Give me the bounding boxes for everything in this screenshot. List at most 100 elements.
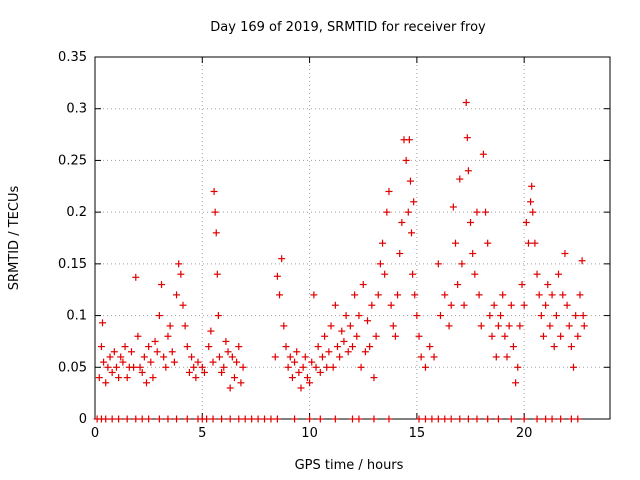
data-point: [344, 348, 352, 356]
x-tick-label: 10: [301, 426, 318, 441]
data-point: [447, 301, 455, 309]
data-point: [434, 260, 442, 268]
data-point: [321, 332, 329, 340]
data-point: [209, 415, 217, 423]
data-point: [308, 358, 316, 366]
data-point: [327, 322, 335, 330]
data-point: [537, 312, 545, 320]
data-point: [574, 415, 582, 423]
data-point: [106, 353, 114, 361]
data-point: [512, 379, 520, 387]
data-point: [408, 229, 416, 237]
y-tick-label: 0: [79, 412, 87, 427]
data-point: [486, 312, 494, 320]
y-tick-label: 0.2: [66, 205, 87, 220]
data-point: [529, 208, 537, 216]
data-point: [177, 270, 185, 278]
data-point: [291, 358, 299, 366]
data-point: [387, 301, 395, 309]
data-point: [484, 415, 492, 423]
data-point: [527, 198, 535, 206]
data-point: [170, 358, 178, 366]
data-point: [297, 384, 305, 392]
data-point: [454, 281, 462, 289]
data-point: [134, 332, 142, 340]
data-point: [563, 301, 571, 309]
data-point: [535, 291, 543, 299]
data-point: [271, 353, 279, 361]
data-point: [173, 415, 181, 423]
y-tick-label: 0.15: [58, 257, 87, 272]
data-point: [398, 218, 406, 226]
data-point: [108, 415, 116, 423]
data-point: [507, 415, 515, 423]
data-point: [544, 281, 552, 289]
data-point: [188, 353, 196, 361]
plot-frame: [94, 56, 611, 420]
data-point: [336, 353, 344, 361]
data-point: [428, 415, 436, 423]
data-point: [505, 322, 513, 330]
data-point: [278, 255, 286, 263]
data-point: [342, 312, 350, 320]
data-point: [410, 198, 418, 206]
data-point: [494, 322, 502, 330]
data-point: [119, 358, 127, 366]
data-point: [198, 363, 206, 371]
data-point: [503, 353, 511, 361]
data-point: [507, 301, 515, 309]
data-point: [548, 291, 556, 299]
data-point: [409, 270, 417, 278]
data-point: [261, 415, 269, 423]
data-point: [160, 353, 168, 361]
y-axis-label: SRMTID / TECUs: [7, 186, 22, 291]
data-point: [226, 384, 234, 392]
data-point: [550, 343, 558, 351]
data-point: [402, 156, 410, 164]
data-point: [226, 415, 234, 423]
data-point: [355, 415, 363, 423]
data-point: [366, 343, 374, 351]
chart-title: Day 169 of 2019, SRMTID for receiver fro…: [210, 20, 486, 35]
data-point: [471, 270, 479, 278]
data-point: [462, 99, 470, 107]
data-point: [282, 343, 290, 351]
data-point: [138, 415, 146, 423]
data-point: [149, 374, 157, 382]
data-point: [331, 415, 339, 423]
x-tick-label: 0: [91, 426, 99, 441]
data-point: [514, 363, 522, 371]
data-point: [276, 291, 284, 299]
data-point: [469, 250, 477, 258]
y-tick-label: 0.1: [66, 309, 87, 324]
data-point: [117, 353, 125, 361]
data-point: [406, 177, 414, 185]
data-point: [164, 332, 172, 340]
data-point: [473, 208, 481, 216]
data-point: [207, 327, 215, 335]
data-point: [168, 348, 176, 356]
data-point: [192, 374, 200, 382]
data-point: [175, 260, 183, 268]
data-point: [102, 379, 110, 387]
data-point: [115, 415, 123, 423]
data-point: [239, 363, 247, 371]
data-point: [254, 415, 262, 423]
data-point: [552, 312, 560, 320]
data-point: [557, 415, 565, 423]
data-point: [132, 415, 140, 423]
data-point: [185, 368, 193, 376]
data-point: [479, 150, 487, 158]
data-point: [385, 415, 393, 423]
data-point: [381, 270, 389, 278]
data-point: [520, 301, 528, 309]
data-point: [383, 208, 391, 216]
data-point: [372, 332, 380, 340]
data-point: [578, 257, 586, 265]
data-point: [143, 379, 150, 387]
x-axis-label: GPS time / hours: [295, 458, 404, 473]
data-point: [338, 327, 346, 335]
tick-labels: 0 5 10 15 20 0 0.05 0.1 0.15 0.2 0.25 0.3 0.35: [58, 50, 532, 441]
data-point: [299, 363, 307, 371]
data-point: [273, 272, 281, 280]
